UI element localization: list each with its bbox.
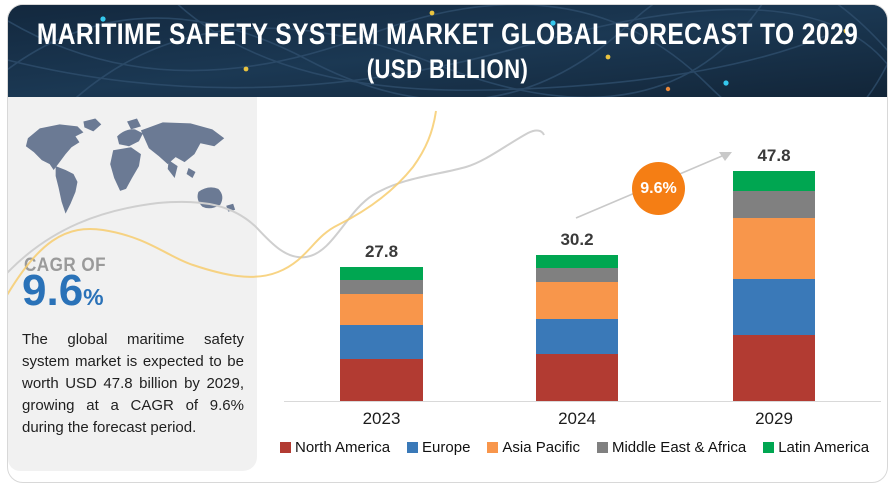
legend-label: Europe [422, 439, 471, 456]
x-tick-2024: 2024 [558, 409, 596, 428]
total-label-2024: 30.2 [560, 230, 594, 250]
title-line-1: MARITIME SAFETY SYSTEM MARKET GLOBAL FOR… [36, 17, 859, 51]
x-tick-2023: 2023 [362, 409, 401, 428]
legend-item-latin-america: Latin America [763, 439, 869, 456]
legend-label: Asia Pacific [502, 439, 580, 456]
page-title: MARITIME SAFETY SYSTEM MARKET GLOBAL FOR… [37, 5, 858, 97]
segment-europe [340, 325, 423, 359]
segment-asia-pacific [536, 282, 618, 320]
segment-latin-america [340, 267, 423, 280]
segment-middle-east-africa [536, 267, 618, 283]
legend-item-middle-east-africa: Middle East & Africa [596, 439, 747, 456]
segment-asia-pacific [733, 217, 815, 280]
segment-asia-pacific [340, 293, 423, 326]
legend-item-asia-pacific: Asia Pacific [487, 439, 580, 456]
legend-marker-icon [407, 442, 419, 453]
legend-label: North America [295, 439, 391, 456]
stacked-bar-chart: 27.8 2023 30.2 2024 47.8 2029 9.6% North Amer… [8, 5, 887, 482]
segment-europe [536, 319, 618, 355]
legend-label: Latin America [778, 439, 870, 456]
total-label-2023: 27.8 [364, 242, 399, 261]
legend-marker-icon [487, 442, 499, 453]
segment-middle-east-africa [340, 279, 423, 294]
report-card: MARITIME SAFETY SYSTEM MARKET GLOBAL FOR… [7, 4, 888, 483]
segment-latin-america [536, 255, 618, 268]
legend-item-north-america: North America [280, 439, 390, 456]
bar-2024 [536, 255, 618, 401]
cagr-badge: 9.6% [632, 162, 685, 215]
network-background-graphic [8, 5, 887, 97]
legend-label: Middle East & Africa [611, 439, 747, 456]
segment-north-america [733, 334, 815, 401]
segment-north-america [340, 358, 423, 401]
segment-latin-america [733, 170, 815, 192]
legend-marker-icon [596, 442, 608, 453]
summary-text: The global maritime safety system market… [22, 331, 244, 437]
legend-item-europe: Europe [407, 439, 470, 456]
legend-marker-icon [763, 442, 775, 453]
title-line-2: (USD BILLION) [366, 53, 529, 84]
x-axis-line [284, 401, 881, 402]
title-banner: MARITIME SAFETY SYSTEM MARKET GLOBAL FOR… [8, 5, 887, 97]
legend-marker-icon [280, 442, 291, 453]
bar-2023 [340, 267, 423, 401]
bar-2029 [733, 170, 815, 401]
segment-north-america [536, 354, 618, 401]
segment-europe [733, 279, 815, 335]
chart-legend: North America Europe Asia Pacific Middle Ea… [280, 439, 880, 456]
x-tick-2029: 2029 [755, 409, 793, 428]
segment-middle-east-africa [733, 191, 815, 218]
total-label-2029: 47.8 [757, 145, 791, 165]
